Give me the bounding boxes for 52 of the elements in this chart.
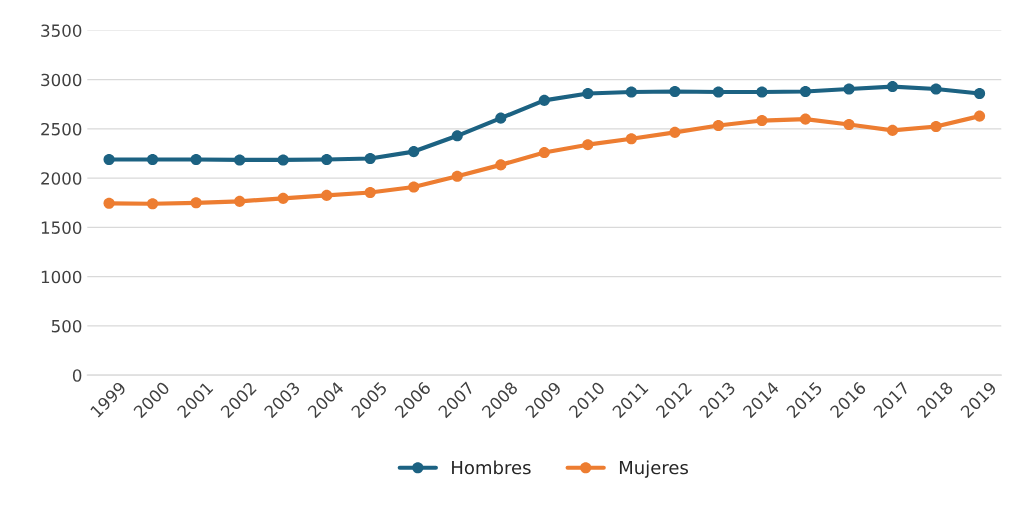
legend-label: Mujeres: [619, 460, 688, 478]
point: [147, 198, 159, 210]
point: [364, 186, 376, 199]
point: [408, 146, 420, 158]
point: [974, 87, 986, 100]
point: [451, 130, 463, 142]
point: [277, 154, 289, 166]
point: [321, 189, 333, 201]
point: [495, 159, 507, 171]
y-tick-label: 1500: [41, 221, 82, 234]
point: [190, 197, 202, 209]
y-tick-label: 1000: [41, 270, 82, 284]
point: [190, 153, 202, 166]
point: [582, 139, 594, 151]
point: [756, 114, 768, 127]
point: [886, 124, 899, 136]
point: [843, 83, 855, 95]
point: [538, 94, 550, 106]
point: [234, 154, 246, 166]
point: [538, 147, 550, 159]
point: [712, 119, 724, 132]
point: [930, 120, 942, 133]
point: [147, 153, 159, 166]
point: [321, 153, 333, 166]
y-tick-label: 3500: [41, 24, 82, 37]
y-tick-label: 500: [51, 319, 82, 333]
point: [103, 197, 115, 209]
point: [669, 85, 681, 98]
y-tick-label: 2500: [41, 122, 82, 136]
point: [625, 133, 637, 145]
y-tick-label: 2000: [41, 172, 82, 185]
point: [408, 181, 420, 193]
point: [974, 110, 986, 122]
point: [756, 86, 768, 98]
legend-label: Hombres: [452, 460, 531, 475]
point: [625, 86, 637, 98]
y-tick-label: 3000: [41, 73, 82, 87]
point: [930, 83, 942, 95]
point: [451, 170, 463, 182]
point: [277, 192, 289, 204]
point: [234, 195, 246, 207]
point: [799, 113, 812, 125]
point: [669, 126, 681, 138]
point: [843, 118, 855, 131]
point: [495, 112, 507, 124]
point: [799, 85, 812, 98]
y-tick-label: 0: [72, 369, 82, 382]
point: [103, 153, 115, 166]
point: [712, 86, 724, 98]
point: [582, 87, 594, 100]
point: [364, 152, 376, 165]
point: [886, 81, 899, 93]
